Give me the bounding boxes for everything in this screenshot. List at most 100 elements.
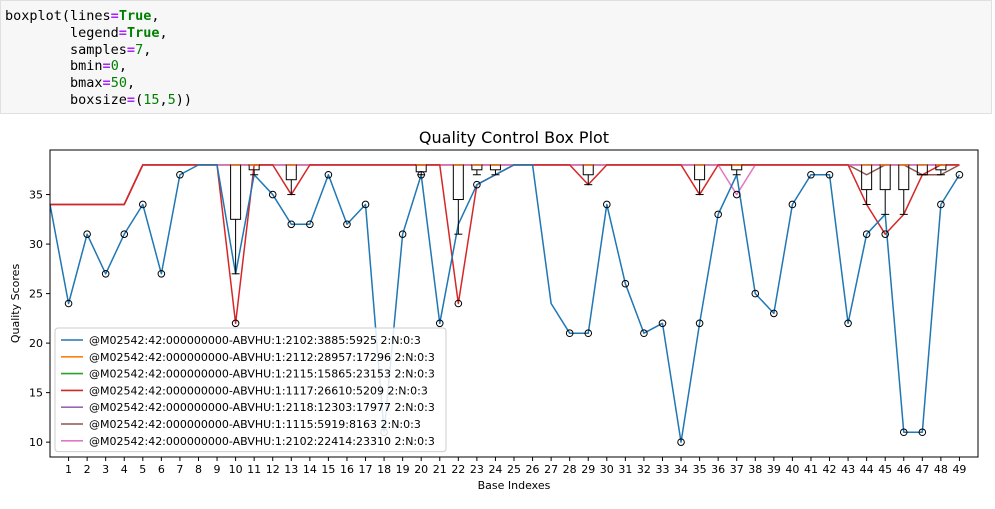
code-lines: boxplot(lines=True, legend=True, samples… [5,8,987,109]
outlier-point [899,428,908,437]
series-line [49,164,961,443]
outlier-point [176,170,184,179]
x-tick-label: 8 [195,463,202,476]
outlier-point [565,329,574,338]
outlier-point [955,170,964,179]
x-tick-label: 7 [176,463,183,476]
code-token: boxplot(lines [5,8,111,24]
code-token: 15 [143,91,160,108]
outlier-point [807,170,815,179]
outlier-point [306,220,314,229]
box-whisker [452,164,464,235]
legend-box [54,327,447,453]
code-token: , [143,41,152,58]
outlier-point [83,230,91,238]
y-axis-label: Quality Scores [9,264,22,344]
outlier-point [120,230,129,238]
code-token: legend [5,24,119,41]
x-tick-label: 16 [340,463,354,476]
outlier-point [361,200,370,209]
outlier-point [268,190,277,199]
code-token: 0 [110,58,119,75]
y-tick-label: 10 [29,436,43,449]
box-whisker [731,164,743,176]
x-tick-label: 47 [915,463,929,476]
outlier-point [862,230,871,238]
outlier-point [324,170,333,179]
outlier-point [881,230,890,238]
outlier-point [714,210,722,219]
legend-entry: @M02542:42:000000000-ABVHU:1:2112:28957:… [89,351,435,364]
outlier-point [473,180,481,189]
x-tick-label: 17 [359,463,373,476]
x-tick-label: 49 [952,463,966,476]
outlier-point [603,200,611,209]
outlier-point [640,329,648,338]
x-tick-label: 42 [823,463,837,476]
code-token: = [118,24,127,41]
code-token: = [126,91,136,108]
outlier-point [732,190,741,199]
box-whisker [230,164,242,275]
outlier-point [417,170,426,179]
y-tick-label: 20 [29,337,43,350]
x-tick-label: 36 [711,463,725,476]
outlier-point [621,279,630,288]
code-token: True [118,8,152,24]
outlier-point [157,269,166,278]
x-tick-label: 26 [526,463,540,476]
outlier-point [398,230,407,238]
legend-entry: @M02542:42:000000000-ABVHU:1:2102:3885:5… [89,334,421,347]
x-tick-label: 6 [158,463,165,476]
x-tick-label: 20 [414,463,428,476]
x-tick-label: 1 [65,463,72,476]
code-token: 50 [110,75,127,92]
box-whisker [935,164,947,176]
code-token: = [102,58,111,75]
x-tick-label: 9 [214,463,221,476]
code-token: = [102,75,111,92]
code-token: 7 [135,41,144,58]
outlier-point [788,200,797,209]
box-whisker [898,164,910,215]
x-tick-label: 3 [102,463,109,476]
x-tick-label: 10 [229,463,243,476]
x-tick-label: 29 [581,463,595,476]
code-cell[interactable]: boxplot(lines=True, legend=True, samples… [0,0,992,114]
x-tick-label: 44 [860,463,874,476]
outlier-point [937,200,945,209]
x-tick-label: 14 [303,463,317,476]
outlier-point [139,200,147,209]
y-tick-label: 30 [29,238,43,251]
x-tick-label: 39 [767,463,781,476]
outlier-point [751,289,760,298]
box-whisker [489,164,501,176]
code-line: legend=True, [5,25,987,42]
y-tick-label: 35 [29,189,43,202]
legend-entry: @M02542:42:000000000-ABVHU:1:1115:5919:8… [89,418,421,431]
x-tick-label: 13 [284,463,298,476]
chart-title: Quality Control Box Plot [419,128,609,147]
outlier-point [825,170,834,179]
x-tick-label: 24 [488,463,502,476]
box-whisker [694,164,706,196]
outlier-point [658,319,667,328]
code-token: = [126,41,136,58]
x-tick-label: 2 [84,463,91,476]
code-token: samples [5,41,127,58]
x-tick-label: 48 [934,463,948,476]
x-tick-label: 18 [377,463,391,476]
outlier-point [101,269,110,278]
box-whisker [471,164,483,176]
x-tick-label: 30 [600,463,614,476]
x-tick-label: 37 [730,463,744,476]
code-token: , [159,91,168,108]
x-tick-label: 33 [655,463,669,476]
x-tick-label: 11 [247,463,261,476]
code-line: bmax=50, [5,75,987,92]
code-token: , [126,75,136,92]
outlier-point [231,319,240,328]
x-tick-label: 35 [693,463,707,476]
x-tick-label: 31 [618,463,632,476]
